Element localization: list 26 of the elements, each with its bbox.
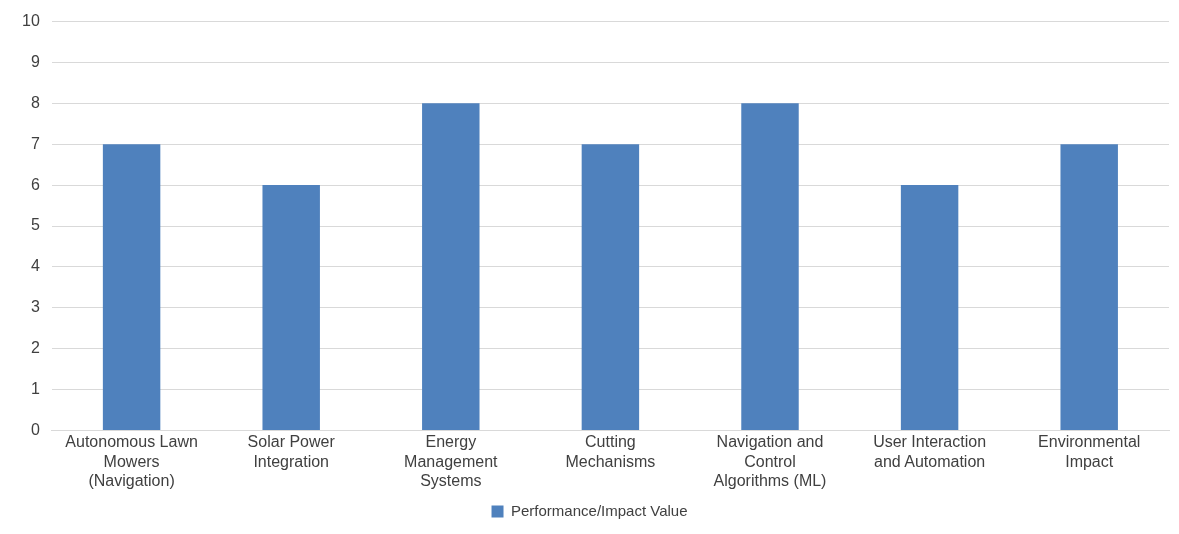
x-tick-label: Cutting Mechanisms: [565, 433, 656, 470]
x-tick-label: Autonomous Lawn Mowers (Navigation): [65, 433, 198, 489]
y-tick-label: 10: [22, 12, 40, 30]
y-tick-label: 9: [30, 52, 40, 70]
y-tick-label: 1: [30, 379, 40, 397]
y-tick-label: 4: [30, 257, 40, 275]
legend-label: Performance/Impact Value: [511, 501, 688, 519]
y-tick-label: 0: [30, 420, 40, 438]
bar: [900, 185, 959, 430]
x-tick-label: Solar Power Integration: [247, 433, 336, 470]
y-tick-label: 7: [30, 134, 40, 152]
x-tick-label: Environmental Impact: [1038, 433, 1141, 470]
y-tick-label: 5: [30, 216, 40, 234]
bar: [422, 103, 480, 430]
bar: [741, 103, 799, 430]
y-tick-label: 6: [30, 175, 40, 193]
bar: [581, 144, 640, 430]
bar: [262, 185, 320, 430]
y-tick-label: 3: [30, 298, 40, 316]
y-tick-label: 8: [30, 93, 40, 111]
x-tick-label: Energy Management Systems: [404, 433, 499, 489]
bar: [102, 144, 161, 430]
x-tick-label: User Interaction and Automation: [873, 433, 987, 470]
x-tick-label: Navigation and Control Algorithms (ML): [713, 433, 827, 489]
y-tick-label: 2: [30, 339, 40, 357]
bar: [1060, 144, 1118, 430]
